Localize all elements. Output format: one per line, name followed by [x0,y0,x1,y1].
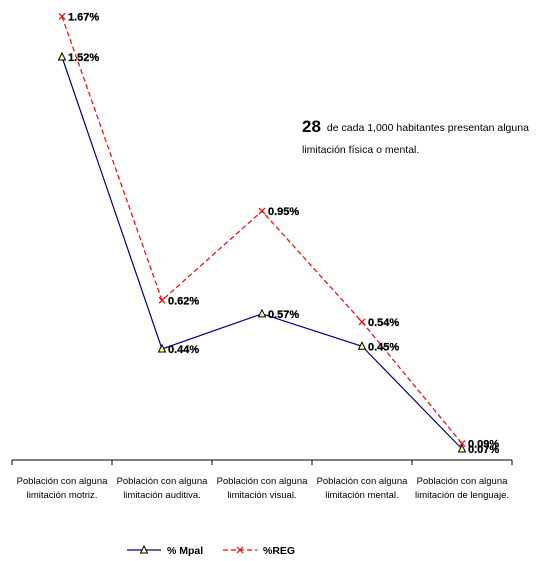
data-label: 1.52% [68,52,99,64]
x-marker [358,318,366,326]
x-tick-label: limitación auditiva. [123,490,201,501]
x-axis-ticks [11,460,513,465]
triangle-marker [457,443,467,453]
data-labels: 1.52% 0.44% 0.57% 0.45% 0.07% 1.67% 0.62% 0.95%… [68,11,500,456]
x-tick-label: limitación de lenguaje. [415,490,509,501]
x-marker [458,440,466,448]
x-marker [58,13,66,20]
x-marker [158,296,166,304]
x-tick-label: Población con alguna [217,476,309,487]
data-label: 0.57% [268,309,299,321]
x-tick-label: Población con alguna [317,476,409,487]
x-tick-label: Población con alguna [17,476,109,487]
x-tick-label: limitación visual. [227,490,296,501]
data-label: 0.07% [468,444,499,456]
data-label: 0.45% [368,341,399,353]
x-tick-label: limitación motriz. [27,490,98,501]
series-line-reg [61,16,463,444]
data-label: 0.62% [168,295,199,307]
annotation-number: 28 [302,117,321,136]
data-label: 0.44% [168,344,199,356]
triangle-marker [357,341,367,350]
x-tick-label: Población con alguna [117,476,209,487]
x-tick-label: Población con alguna [417,476,509,487]
legend-label: % Mpal [167,545,203,557]
x-axis-tick-labels: Población con alguna limitación motriz. Po… [17,476,509,501]
series-line-mpal [61,56,463,450]
triangle-marker [157,343,167,353]
data-label: 0.54% [368,317,399,329]
legend-label: %REG [263,545,295,557]
annotation: 28 de cada 1,000 habitantes presentan alg… [302,117,538,161]
legend: % Mpal %REG [127,544,295,557]
x-marker [258,207,266,215]
data-label: 1.67% [68,11,99,23]
legend-entry: % Mpal [127,544,203,557]
data-label: 0.95% [268,206,299,218]
series-lines [61,16,463,450]
annotation-text: de cada 1,000 habitantes presentan algun… [302,122,529,156]
data-label: 0.09% [468,439,499,451]
triangle-marker [57,51,67,61]
triangle-marker [139,544,149,554]
x-tick-label: limitación mental. [325,490,398,501]
triangle-marker [257,308,267,318]
series-markers [57,13,467,453]
legend-entry: %REG [223,545,295,557]
x-marker [236,546,244,554]
